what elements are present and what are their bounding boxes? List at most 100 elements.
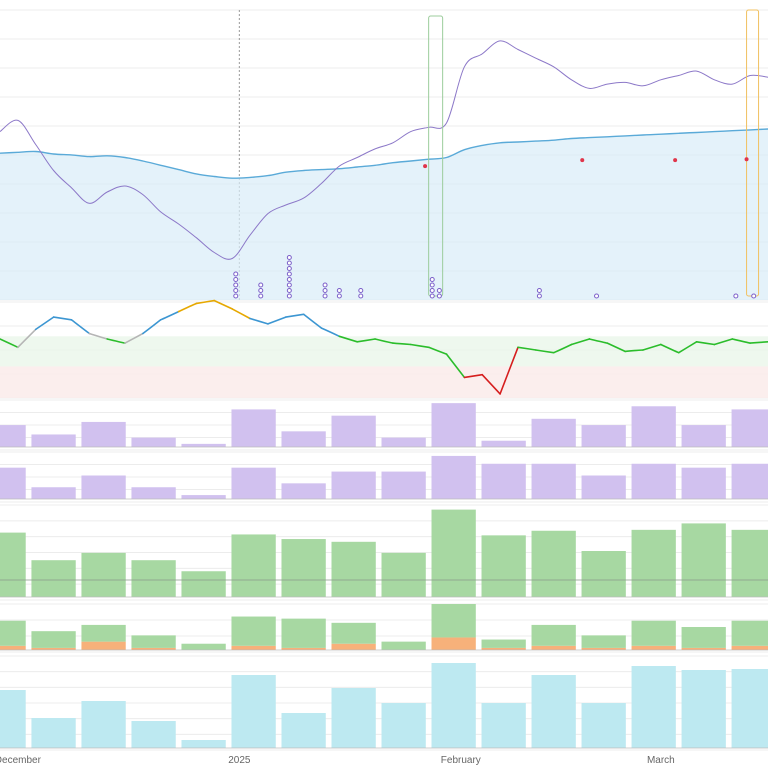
form-line-segment xyxy=(695,341,716,346)
stacked-bar xyxy=(681,647,726,650)
fitness-line xyxy=(0,128,768,179)
stacked-bar xyxy=(81,624,126,642)
form-line-segment xyxy=(106,338,126,344)
form-line-segment xyxy=(142,319,162,335)
purple-2-bar xyxy=(681,467,726,499)
cyan-bar xyxy=(681,670,726,748)
stacked-bar xyxy=(731,620,768,646)
green-bar xyxy=(381,552,426,597)
purple-1-bar xyxy=(481,440,526,447)
stacked-bar xyxy=(531,645,576,650)
form-line-segment xyxy=(445,353,466,379)
stacked-bar xyxy=(131,635,176,648)
form-line-segment xyxy=(374,338,394,344)
stacked-bar xyxy=(631,645,676,650)
purple-1-bar xyxy=(331,415,376,447)
stacked-bar xyxy=(181,643,226,650)
purple-marker xyxy=(429,282,435,288)
stacked-bar xyxy=(431,604,476,638)
purple-1-bar xyxy=(631,406,676,447)
stacked-bar xyxy=(31,647,76,650)
x-tick-label: February xyxy=(441,755,481,766)
purple-1-bar xyxy=(181,443,226,447)
purple-marker xyxy=(258,282,264,288)
purple-1-bar xyxy=(0,425,26,447)
purple-marker xyxy=(436,293,442,299)
form-line-segment xyxy=(660,343,680,354)
form-line-segment xyxy=(392,342,412,346)
purple-2-bar xyxy=(331,471,376,499)
x-axis: December 2025 February March xyxy=(0,755,675,766)
cyan-bar xyxy=(481,703,526,748)
purple-marker xyxy=(258,293,264,299)
purple-marker xyxy=(286,293,292,299)
purple-2-bar xyxy=(531,463,576,499)
purple-1-bar xyxy=(431,403,476,447)
cyan-bar xyxy=(81,701,126,748)
purple-marker xyxy=(358,293,364,299)
purple-2-bar xyxy=(381,471,426,499)
green-bar xyxy=(731,529,768,597)
stacked-bar xyxy=(481,639,526,648)
cyan-bar xyxy=(631,666,676,748)
form-line-segment xyxy=(677,341,698,354)
stacked-bar xyxy=(281,647,326,650)
purple-2-bar xyxy=(231,467,276,499)
purple-1-bar xyxy=(381,437,426,447)
purple-marker xyxy=(429,288,435,293)
purple-marker xyxy=(286,282,292,288)
form-line-segment xyxy=(588,338,609,344)
cyan-bar xyxy=(531,675,576,748)
purple-marker xyxy=(233,282,239,288)
green-bar xyxy=(631,529,676,597)
form-line-segment xyxy=(552,343,573,354)
purple-marker xyxy=(286,271,292,277)
purple-marker xyxy=(358,288,364,293)
form-line-segment xyxy=(713,338,734,346)
purple-2-bar xyxy=(731,463,768,499)
fitness-panel xyxy=(0,9,768,300)
purple-2-bar xyxy=(0,467,26,499)
green-bar xyxy=(531,530,576,597)
purple-1-bar xyxy=(731,409,768,447)
stacked-bar xyxy=(281,618,326,648)
purple-marker xyxy=(286,260,292,266)
purple-marker xyxy=(286,266,292,271)
purple-marker xyxy=(322,282,328,288)
purple-2-bar xyxy=(81,475,126,499)
purple-marker xyxy=(322,288,328,293)
cyan-bar xyxy=(431,663,476,748)
green-bar xyxy=(0,532,26,597)
purple-2-bar xyxy=(631,463,676,499)
form-line-segment xyxy=(427,346,448,355)
form-line-segment xyxy=(642,343,662,351)
form-line-segment xyxy=(749,341,768,344)
form-line-segment xyxy=(34,316,55,331)
green-bar xyxy=(681,523,726,597)
stacked-bar xyxy=(681,627,726,648)
purple-marker xyxy=(733,293,739,299)
cyan-bar xyxy=(0,690,26,748)
form-line-segment xyxy=(231,308,251,320)
stacked-bar xyxy=(231,616,276,646)
purple-marker xyxy=(233,293,239,299)
purple-2-bar xyxy=(181,495,226,499)
highlight-box xyxy=(428,15,444,297)
purple-marker xyxy=(436,288,442,293)
purple-1-bar xyxy=(531,418,576,447)
stacked-bar xyxy=(731,645,768,650)
stacked-bar xyxy=(0,620,26,646)
green-bar xyxy=(81,552,126,597)
purple-1-bar xyxy=(31,434,76,447)
purple-1-bar xyxy=(231,409,276,447)
purple-marker xyxy=(233,277,239,282)
purple-1-bar xyxy=(131,437,176,447)
form-line-segment xyxy=(731,338,751,344)
form-line-segment xyxy=(70,319,91,335)
green-bar xyxy=(231,534,276,597)
form-line-segment xyxy=(499,346,519,395)
purple-2-bar xyxy=(581,475,626,499)
red-marker xyxy=(744,157,749,162)
purple-2-bar xyxy=(131,487,176,499)
form-line-segment xyxy=(0,338,19,349)
